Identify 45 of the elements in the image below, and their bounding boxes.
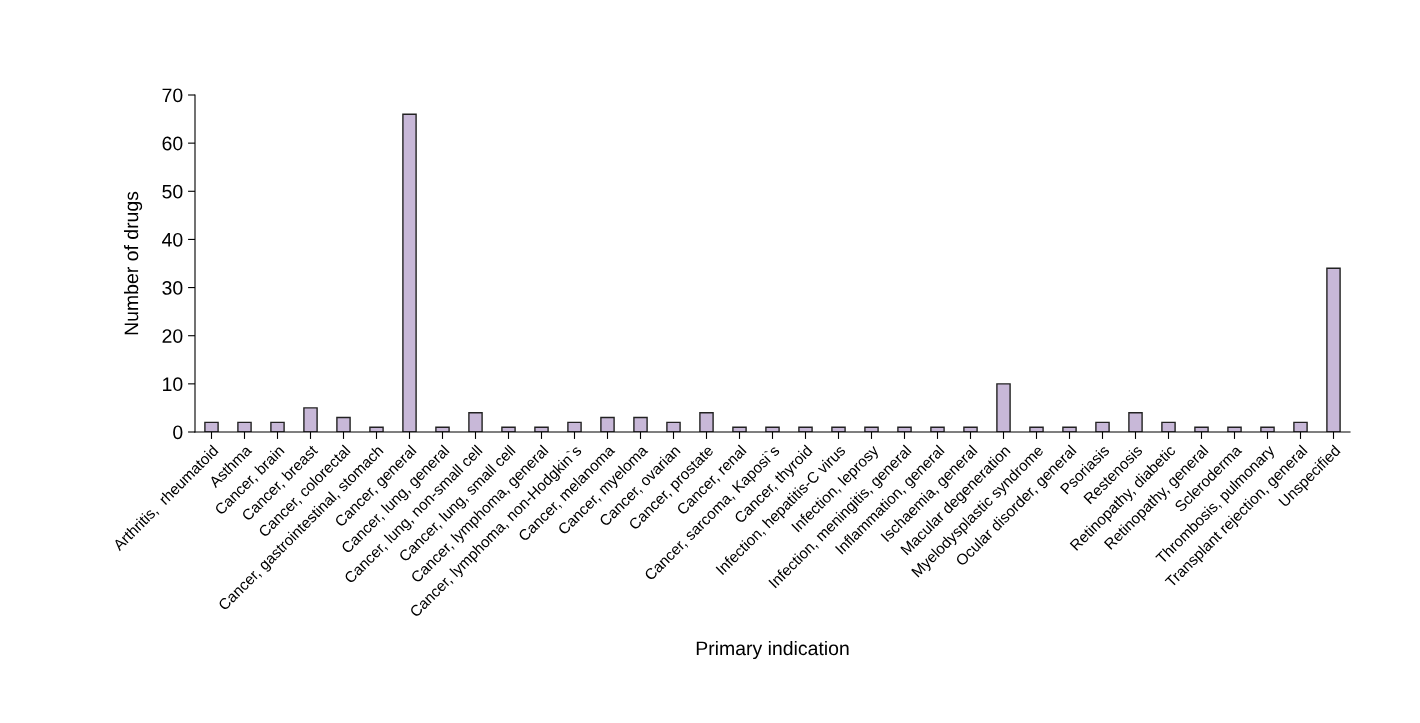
bar (699, 412, 714, 432)
bar (1260, 426, 1275, 432)
bar (204, 421, 219, 432)
y-axis-title: Number of drugs (124, 191, 143, 335)
bar (237, 421, 252, 432)
bar (270, 421, 285, 432)
bar (963, 426, 978, 432)
bar (1227, 426, 1242, 432)
bar (369, 426, 384, 432)
bar (930, 426, 945, 432)
bar (468, 412, 483, 432)
bar (666, 421, 681, 432)
bar (1194, 426, 1209, 432)
bar (600, 416, 615, 432)
y-tick-label: 60 (162, 136, 183, 151)
bar (1029, 426, 1044, 432)
bar (534, 426, 549, 432)
bar (501, 426, 516, 432)
y-tick-label: 0 (173, 425, 183, 440)
bar (1161, 421, 1176, 432)
y-tick-label: 40 (162, 232, 183, 247)
y-tick-label: 20 (162, 329, 183, 343)
bar (1095, 421, 1110, 432)
bar (1326, 267, 1341, 432)
bar (765, 426, 780, 432)
bar (303, 407, 318, 432)
bar (435, 426, 450, 432)
y-tick-label: 30 (162, 281, 183, 295)
y-tick-label: 70 (162, 88, 183, 103)
y-tick-label: 10 (163, 377, 183, 392)
bar (1128, 412, 1143, 432)
bar (732, 426, 747, 432)
bar (996, 383, 1011, 432)
bar (567, 421, 582, 432)
bar (864, 426, 879, 432)
y-tick-label: 50 (162, 184, 183, 199)
bar (336, 416, 351, 432)
bar (1293, 421, 1308, 432)
bar (897, 426, 912, 432)
bar (1062, 426, 1077, 432)
bar (798, 426, 813, 432)
x-axis-title: Primary indication (696, 640, 849, 660)
bar (402, 113, 417, 432)
bar (831, 426, 846, 432)
bar (633, 416, 648, 432)
